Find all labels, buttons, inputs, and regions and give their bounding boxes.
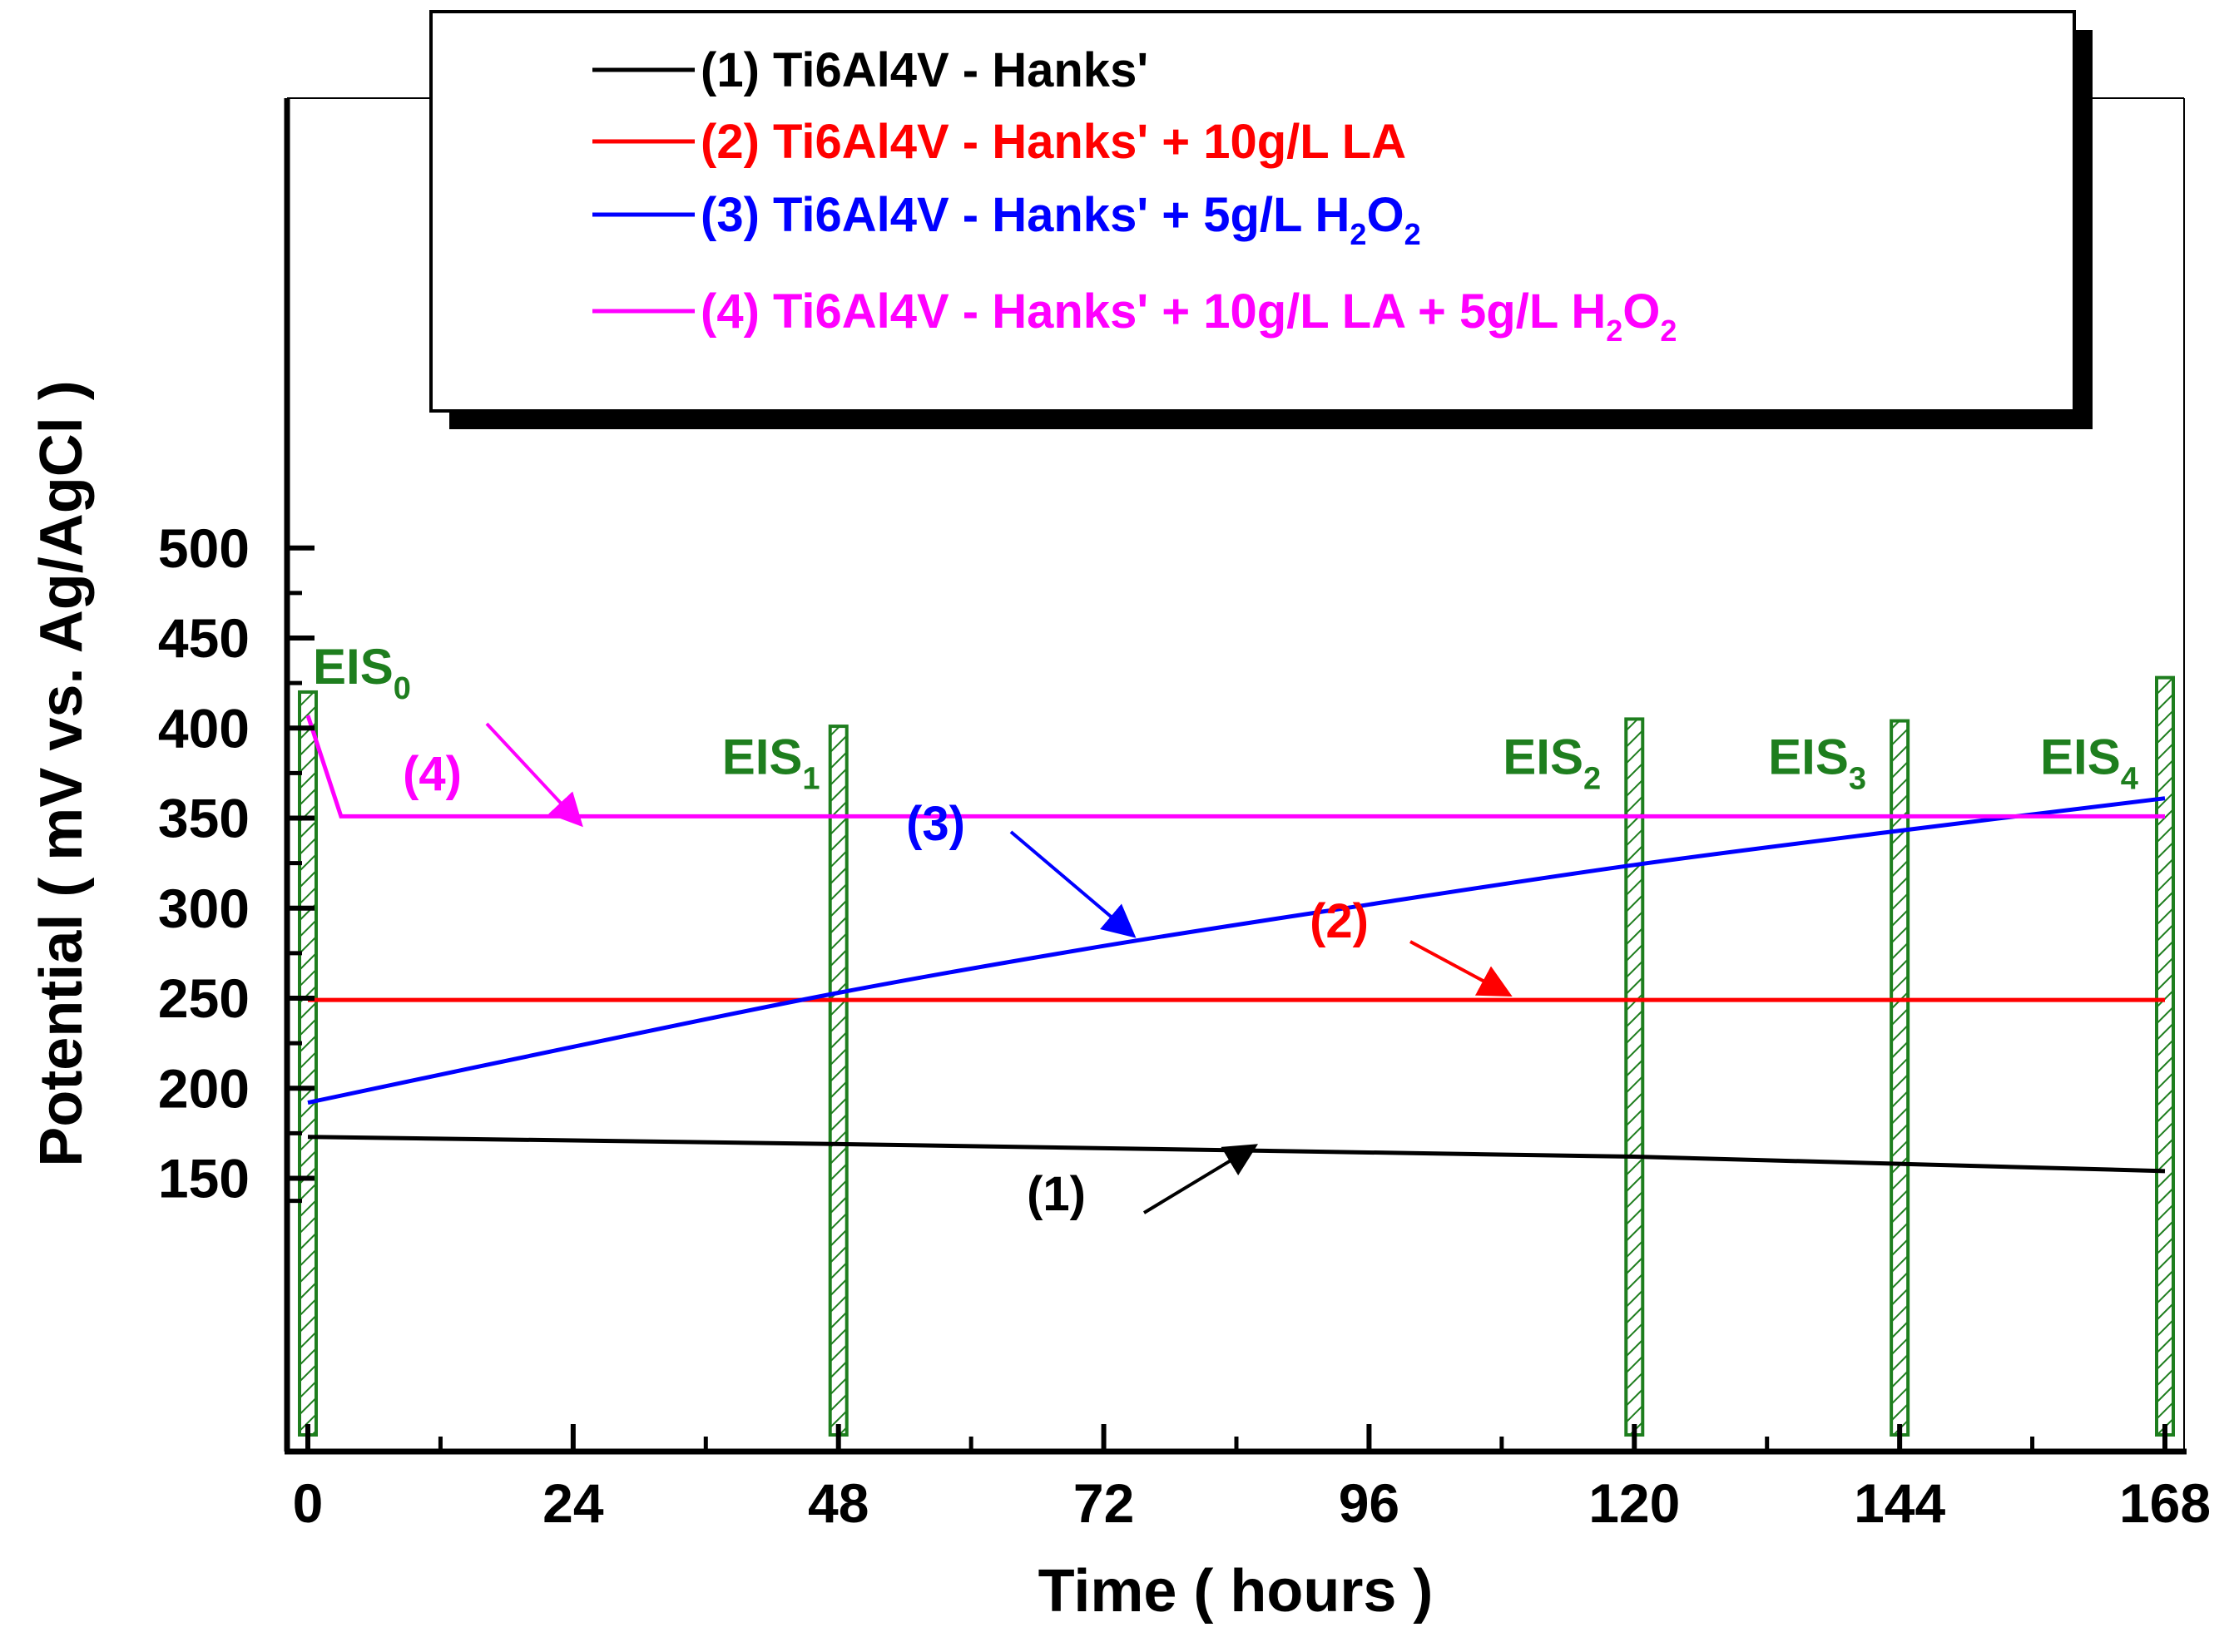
data-series xyxy=(305,715,2166,1174)
legend-entries: (1) Ti6Al4V - Hanks' (2) Ti6Al4V - Hanks'… xyxy=(592,43,1677,348)
y-tick-label: 350 xyxy=(158,788,250,849)
legend-label-text: (4) Ti6Al4V - Hanks' + 10g/L LA + 5g/L H xyxy=(701,284,1606,339)
series-annotations: (1) (2) (3) (4) xyxy=(403,722,1513,1221)
legend-box xyxy=(429,10,2076,413)
eis-label: EIS3 xyxy=(1768,730,1866,797)
eis-label: EIS1 xyxy=(722,730,820,797)
legend-label: (3) Ti6Al4V - Hanks' + 5g/L H2O2 xyxy=(701,188,1421,251)
legend-subscript: 2 xyxy=(1404,217,1421,251)
legend-label-text: O xyxy=(1622,284,1660,339)
y-tick-label: 400 xyxy=(158,697,250,759)
eis-subscript: 0 xyxy=(394,671,411,706)
legend: (1) Ti6Al4V - Hanks' (2) Ti6Al4V - Hanks'… xyxy=(429,10,2093,429)
series-annotation-arrow xyxy=(1409,940,1513,997)
legend-subscript: 2 xyxy=(1606,314,1622,348)
series-annotation-label: (3) xyxy=(906,797,965,851)
legend-subscript: 2 xyxy=(1350,217,1366,251)
eis-subscript: 2 xyxy=(1583,762,1601,797)
x-tick-label: 24 xyxy=(542,1472,604,1534)
x-tick-label: 144 xyxy=(1854,1472,1945,1534)
y-ticks: 150 200 250 300 350 400 450 500 xyxy=(158,517,315,1209)
y-tick-label: 200 xyxy=(158,1057,250,1119)
eis-label: EIS0 xyxy=(313,639,411,706)
eis-bar xyxy=(1624,717,1645,1437)
y-tick-label: 300 xyxy=(158,878,250,939)
x-tick-label: 72 xyxy=(1073,1472,1134,1534)
x-axis-title: Time ( hours ) xyxy=(1038,1558,1434,1625)
x-ticks: 0 24 48 72 96 120 144 168 xyxy=(293,1424,2211,1534)
legend-label: (4) Ti6Al4V - Hanks' + 10g/L LA + 5g/L H… xyxy=(701,284,1677,348)
y-tick-label: 450 xyxy=(158,607,250,669)
eis-label: EIS2 xyxy=(1503,730,1601,797)
x-tick-label: 168 xyxy=(2119,1472,2211,1534)
eis-subscript: 1 xyxy=(802,762,820,797)
series-line-4 xyxy=(305,715,2165,819)
eis-subscript: 3 xyxy=(1849,762,1866,797)
series-line-1 xyxy=(307,1135,2166,1174)
series-annotation-arrow xyxy=(485,722,583,828)
eis-bar xyxy=(2155,675,2175,1437)
legend-label: (1) Ti6Al4V - Hanks' xyxy=(701,43,1148,97)
x-tick-label: 48 xyxy=(808,1472,869,1534)
series-annotation-label: (1) xyxy=(1027,1167,1086,1221)
series-annotation-label: (4) xyxy=(403,747,462,801)
legend-label: (2) Ti6Al4V - Hanks' + 10g/L LA xyxy=(701,115,1406,169)
eis-bar xyxy=(828,725,849,1437)
x-tick-label: 120 xyxy=(1588,1472,1680,1534)
series-annotation-arrow xyxy=(1142,1144,1258,1214)
x-tick-label: 96 xyxy=(1339,1472,1399,1534)
legend-subscript: 2 xyxy=(1660,314,1677,348)
legend-label-text: (2) Ti6Al4V - Hanks' + 10g/L LA xyxy=(701,115,1406,169)
eis-subscript: 4 xyxy=(2121,762,2138,797)
eis-bar xyxy=(298,690,318,1437)
eis-markers: EIS0 EIS1 EIS2 EIS3 EIS4 xyxy=(298,639,2175,1437)
eis-label: EIS4 xyxy=(2040,730,2138,797)
series-annotation-arrow xyxy=(1009,830,1137,938)
legend-label-text: O xyxy=(1366,188,1404,242)
legend-label-text: (3) Ti6Al4V - Hanks' + 5g/L H xyxy=(701,188,1350,242)
series-annotation-label: (2) xyxy=(1310,894,1369,948)
series-line-3 xyxy=(307,796,2166,1105)
legend-label-text: (1) Ti6Al4V - Hanks' xyxy=(701,43,1148,97)
y-tick-label: 250 xyxy=(158,967,250,1029)
y-tick-label: 500 xyxy=(158,517,250,579)
x-tick-label: 0 xyxy=(293,1472,324,1534)
y-tick-label: 150 xyxy=(158,1148,250,1209)
y-axis-title: Potential ( mV vs. Ag/AgCl ) xyxy=(28,380,95,1166)
